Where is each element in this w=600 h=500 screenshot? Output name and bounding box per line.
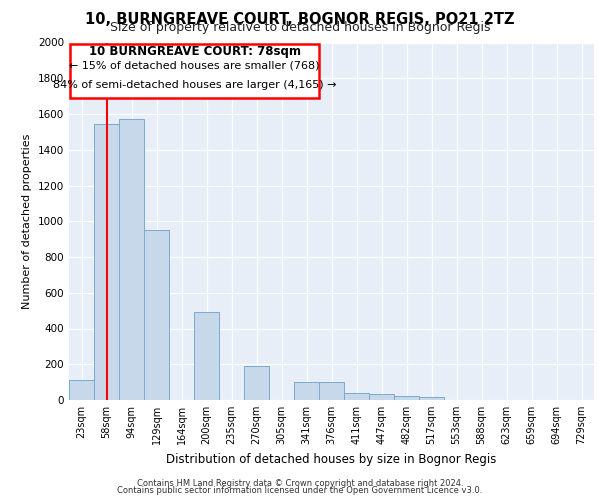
Y-axis label: Number of detached properties: Number of detached properties	[22, 134, 32, 309]
Text: 10 BURNGREAVE COURT: 78sqm: 10 BURNGREAVE COURT: 78sqm	[89, 45, 301, 58]
Bar	[369, 394, 394, 400]
Text: Contains public sector information licensed under the Open Government Licence v3: Contains public sector information licen…	[118, 486, 482, 495]
Bar	[419, 398, 444, 400]
Text: 10, BURNGREAVE COURT, BOGNOR REGIS, PO21 2TZ: 10, BURNGREAVE COURT, BOGNOR REGIS, PO21…	[85, 12, 515, 26]
Bar	[319, 382, 344, 400]
Bar	[244, 366, 269, 400]
Text: Size of property relative to detached houses in Bognor Regis: Size of property relative to detached ho…	[110, 22, 490, 35]
Text: Contains HM Land Registry data © Crown copyright and database right 2024.: Contains HM Land Registry data © Crown c…	[137, 478, 463, 488]
Bar	[94, 124, 119, 400]
X-axis label: Distribution of detached houses by size in Bognor Regis: Distribution of detached houses by size …	[166, 452, 497, 466]
Text: ← 15% of detached houses are smaller (768): ← 15% of detached houses are smaller (76…	[70, 60, 320, 70]
Bar	[144, 230, 169, 400]
Bar	[119, 120, 144, 400]
Bar	[344, 393, 369, 400]
Bar	[294, 382, 319, 400]
Text: 84% of semi-detached houses are larger (4,165) →: 84% of semi-detached houses are larger (…	[53, 80, 337, 90]
Bar	[69, 380, 94, 400]
Bar	[194, 312, 219, 400]
Bar	[394, 396, 419, 400]
FancyBboxPatch shape	[70, 44, 319, 98]
